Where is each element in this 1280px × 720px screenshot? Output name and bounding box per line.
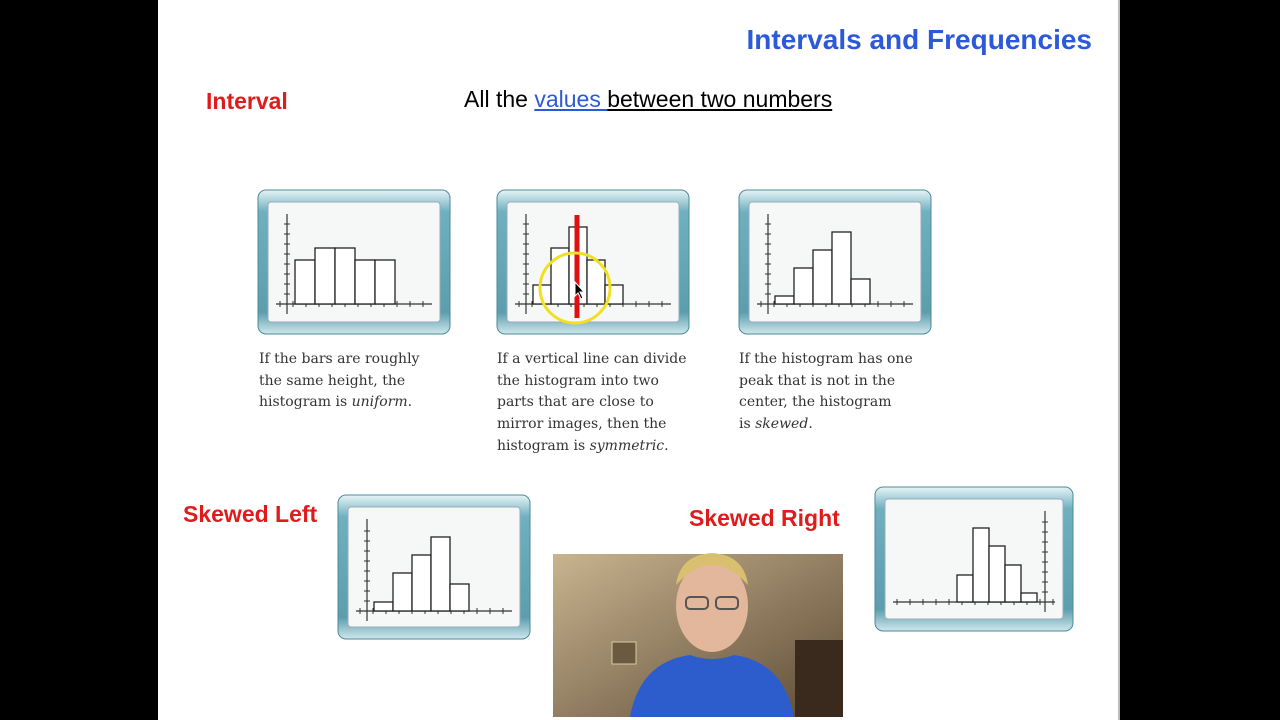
webcam (553, 553, 843, 717)
label: Skewed Left (183, 501, 318, 527)
hist-bar (449, 583, 470, 612)
hist-bar (314, 247, 336, 305)
definition: All the values between two numbers (464, 88, 832, 111)
hist-bar (373, 601, 394, 612)
caption-text: is (739, 416, 756, 433)
hist-bar (1004, 564, 1022, 603)
cursor-highlight (538, 251, 612, 325)
caption-text: the same height, the (259, 372, 406, 389)
caption-text: If the bars are roughly (259, 351, 420, 367)
caption-line: is skewed. (739, 414, 913, 436)
caption-line: histogram is symmetric. (497, 436, 687, 458)
definition-link[interactable]: values (534, 86, 608, 112)
caption-line: mirror images, then the (497, 414, 687, 436)
caption-line: If a vertical line can divide (497, 349, 687, 371)
hist-bar (812, 249, 833, 305)
definition-text: between two numbers (607, 86, 833, 112)
caption-line: histogram is uniform. (259, 392, 419, 414)
hist-bar (430, 536, 451, 612)
caption-line: If the bars are roughly (259, 349, 419, 371)
caption-text: . (664, 437, 669, 454)
hist-bar (972, 527, 990, 603)
caption: If a vertical line can divide the histogr… (497, 349, 687, 458)
caption-text: . (407, 394, 413, 411)
hist-bar (354, 259, 376, 305)
definition-text: All the (464, 86, 535, 112)
caption-text: parts that are close to (497, 394, 654, 411)
caption-line: parts that are close to (497, 392, 687, 414)
caption-text: histogram is (497, 437, 590, 454)
hist-bar (850, 278, 871, 305)
caption: If the histogram has one peak that is not… (739, 349, 913, 436)
hist-bar (334, 247, 356, 305)
hist-bar (793, 267, 814, 305)
caption-text: mirror images, then the (497, 416, 667, 433)
hist-bar (374, 259, 396, 305)
cursor (574, 280, 586, 300)
caption-text: histogram is (259, 394, 352, 411)
caption: If the bars are roughly the same height, … (259, 349, 419, 414)
caption-line: If the histogram has one (739, 349, 913, 371)
caption-line: the histogram into two (497, 371, 687, 393)
caption-text: . (808, 416, 813, 433)
caption-text: the histogram into two (497, 372, 659, 389)
caption-text: peak that is not in the (739, 372, 896, 389)
hist-bar (831, 231, 852, 305)
hist-bar (956, 574, 974, 603)
caption-text: If a vertical line can divide (497, 351, 687, 367)
hist-bar (774, 295, 795, 305)
hist-bar (988, 545, 1006, 603)
caption-emphasis: skewed (755, 416, 809, 433)
hist-bar (392, 572, 413, 612)
caption-emphasis: symmetric (589, 437, 665, 454)
caption-text: If the histogram has one (739, 351, 913, 367)
caption-line: the same height, the (259, 371, 419, 393)
caption-emphasis: uniform (351, 394, 408, 411)
caption-line: center, the histogram (739, 392, 913, 414)
caption-line: peak that is not in the (739, 371, 913, 393)
label: Skewed Right (689, 505, 840, 531)
caption-text: center, the histogram (739, 394, 892, 411)
hist-bar (411, 554, 432, 612)
hist-bar (294, 259, 316, 305)
term: Interval (206, 88, 288, 114)
slide-title: Intervals and Frequencies (746, 24, 1092, 55)
hist-bar (1020, 592, 1038, 603)
